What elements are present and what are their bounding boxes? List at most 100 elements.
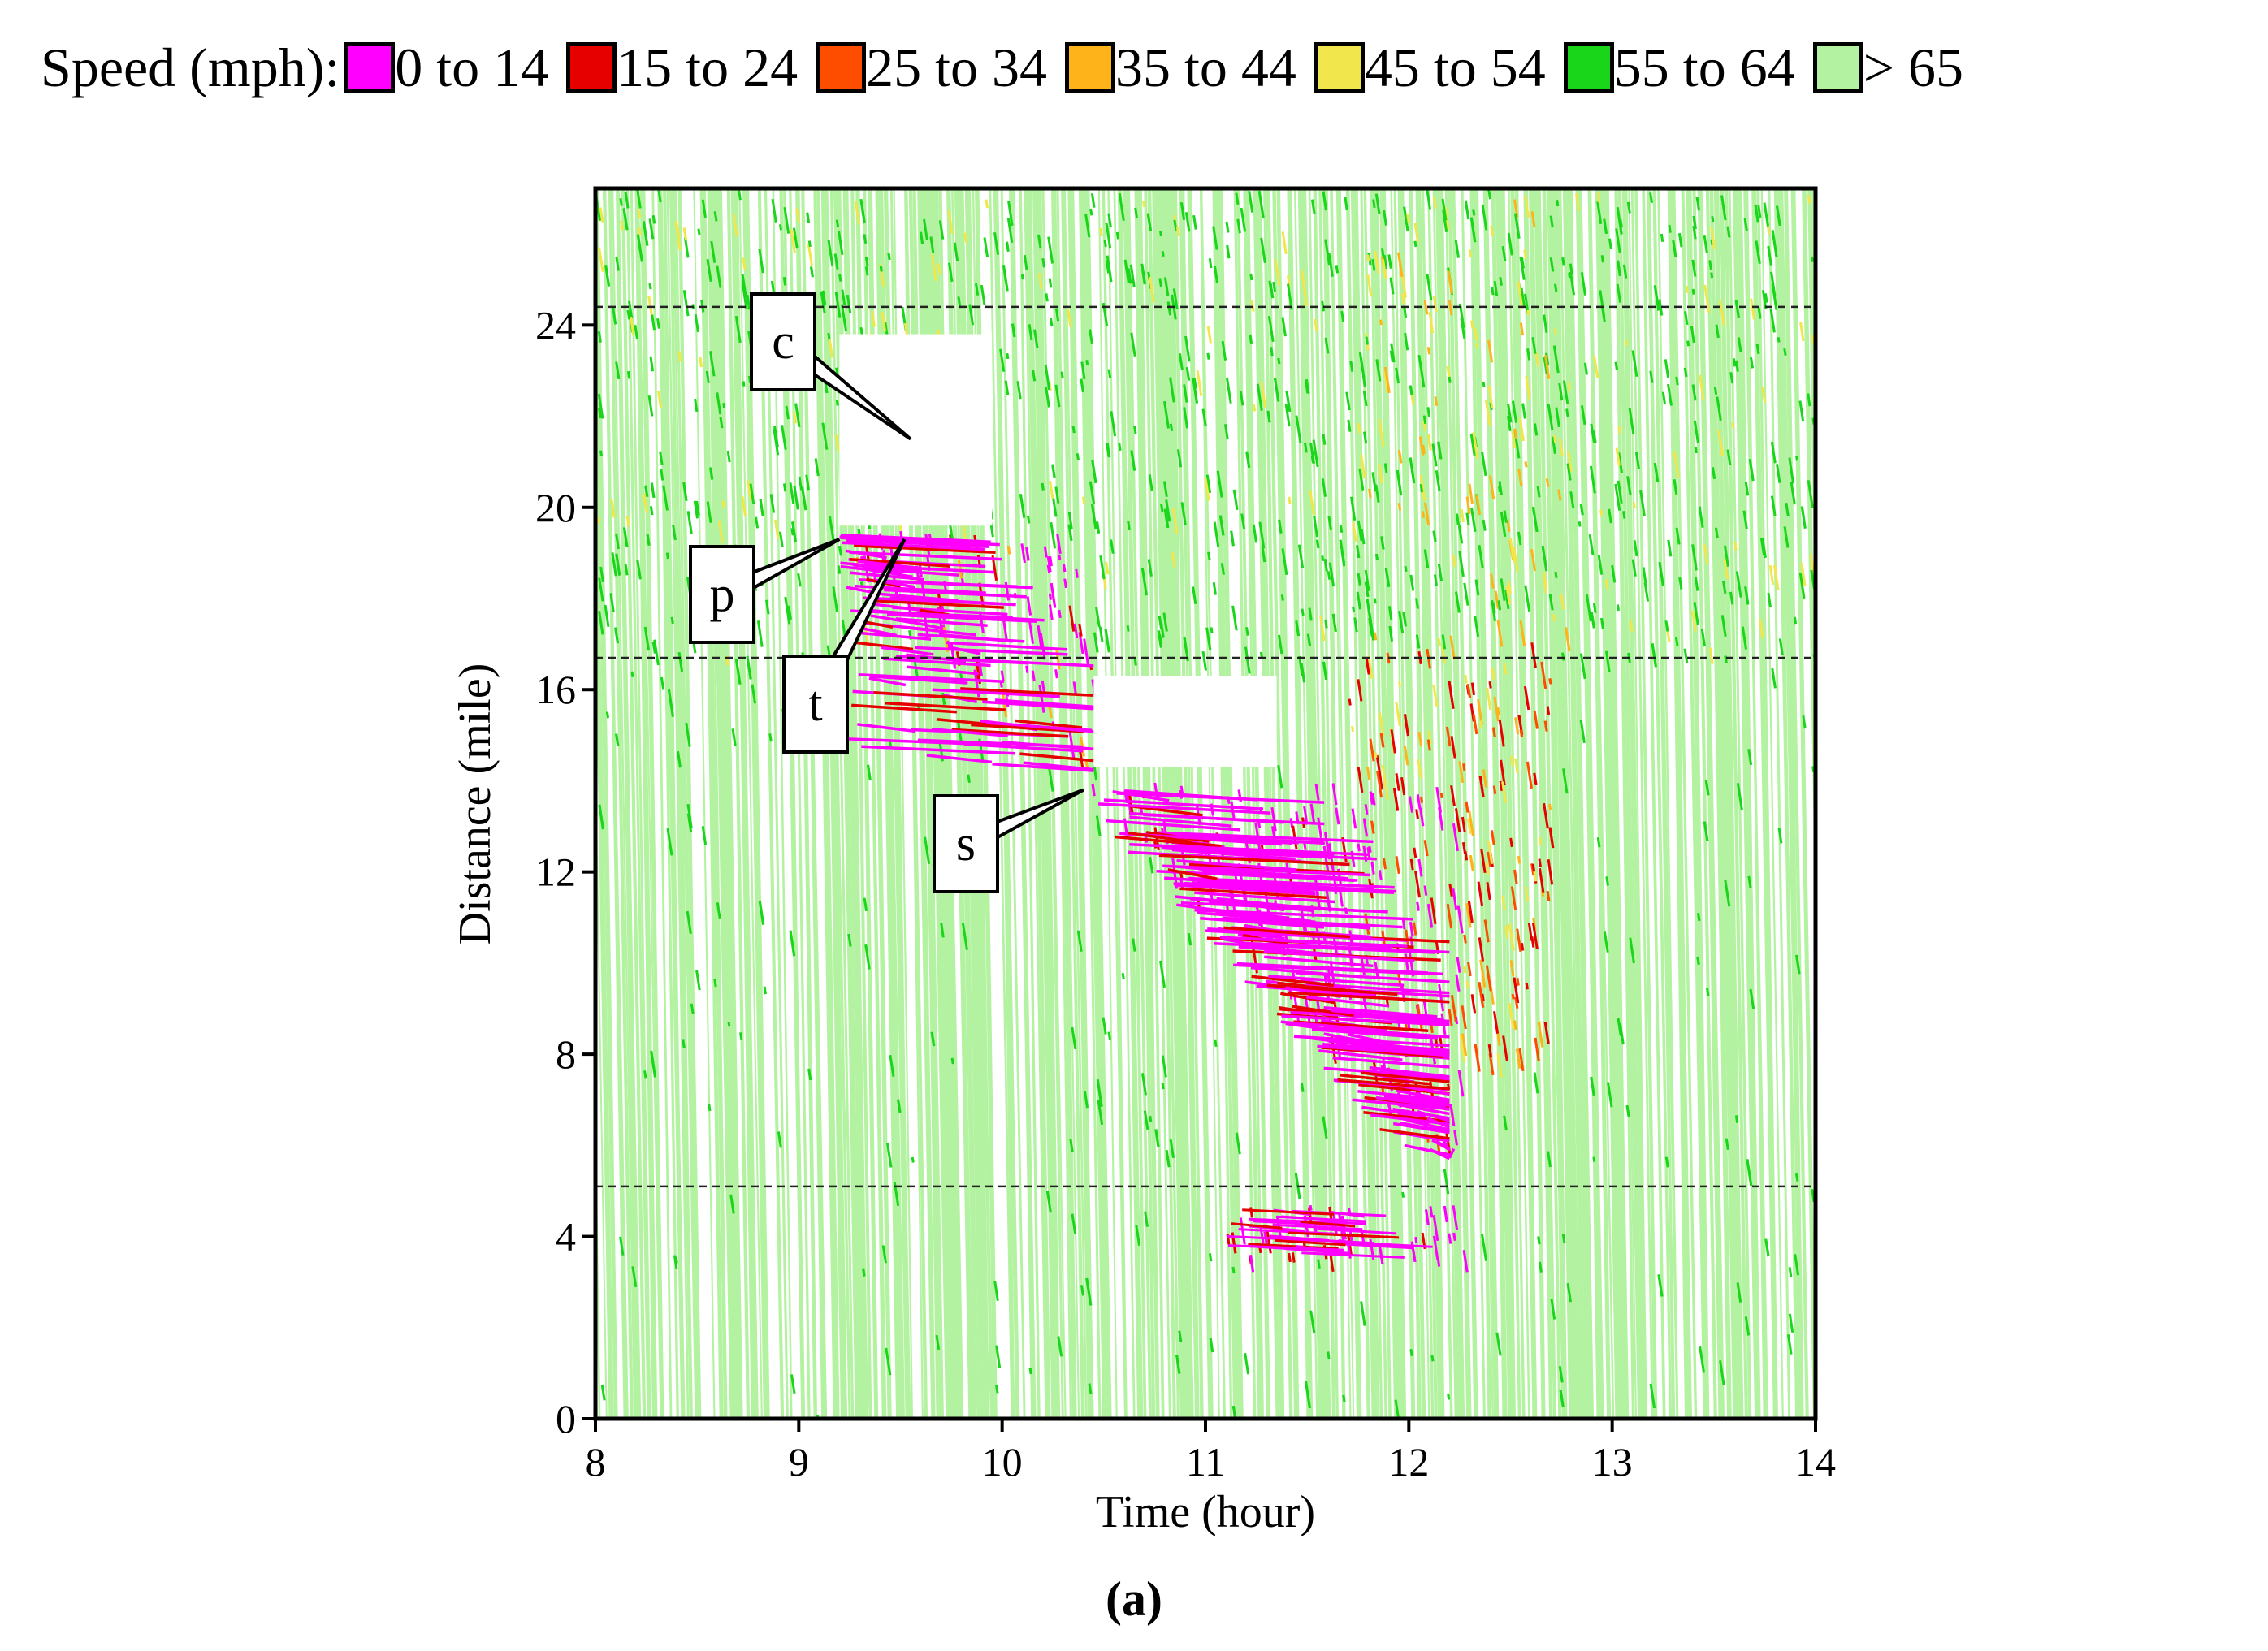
speed-sample (1555, 407, 1560, 428)
queue-streak (1158, 854, 1350, 867)
queue-streak (876, 592, 959, 603)
trajectory-line (1526, 188, 1546, 1419)
speed-sample (1518, 1048, 1525, 1072)
speed-sample (612, 307, 617, 325)
trajectory-line (1729, 188, 1751, 1419)
speed-sample (1540, 661, 1547, 689)
y-tick-label: 16 (535, 667, 576, 712)
speed-sample (598, 247, 604, 273)
speed-sample (1448, 883, 1453, 897)
speed-sample (1129, 264, 1136, 287)
speed-sample (644, 485, 649, 497)
speed-sample (1771, 230, 1778, 257)
speed-sample (1716, 396, 1722, 421)
speed-sample (651, 215, 656, 224)
speed-sample (1409, 796, 1413, 813)
speed-sample (1360, 1301, 1366, 1326)
speed-sample (741, 273, 747, 299)
speed-sample (1201, 408, 1207, 427)
speed-sample (1455, 974, 1461, 992)
speed-sample (1374, 484, 1380, 503)
speed-sample (682, 482, 688, 501)
queue-streak (885, 701, 1006, 711)
queue-streak (1129, 815, 1232, 828)
speed-sample (1434, 396, 1439, 406)
callout-box (933, 794, 999, 893)
speed-sample (677, 351, 682, 362)
speed-sample (653, 639, 660, 666)
speed-sample (1622, 264, 1628, 279)
queue-streak (1275, 1215, 1367, 1223)
trajectory-line (1266, 188, 1292, 1419)
speed-sample (1452, 1232, 1456, 1241)
speed-sample (1589, 465, 1596, 494)
trajectory-line (1790, 188, 1816, 1419)
speed-sample (1413, 240, 1418, 248)
speed-sample (1533, 772, 1538, 786)
legend-item-55-64: 55 to 64 (1563, 36, 1795, 100)
speed-sample (1105, 260, 1110, 274)
speed-sample (1743, 218, 1748, 231)
queue-streak (1258, 963, 1443, 976)
trajectory-line (1418, 188, 1443, 1419)
speed-sample (1163, 400, 1170, 429)
x-axis-label: Time (hour) (1096, 1487, 1315, 1537)
speed-sample (1249, 1207, 1253, 1218)
speed-sample (716, 902, 721, 920)
speed-sample (1466, 818, 1472, 835)
speed-sample (1525, 983, 1529, 990)
queue-streak (1188, 876, 1395, 889)
speed-sample (1076, 453, 1080, 460)
queue-streak (852, 631, 932, 641)
speed-sample (1037, 234, 1042, 249)
speed-sample (1605, 876, 1609, 886)
trajectory-line (1673, 188, 1698, 1419)
queue-streak (1306, 995, 1390, 1008)
speed-sample (1126, 793, 1132, 815)
speed-sample (1297, 544, 1305, 569)
speed-sample (1454, 808, 1461, 833)
speed-sample (600, 1384, 606, 1401)
speed-sample (1431, 443, 1438, 467)
trajectory-line (1263, 188, 1285, 1419)
queue-streak (1204, 870, 1355, 883)
speed-sample (1722, 580, 1727, 594)
speed-sample (1538, 836, 1543, 845)
speed-sample (1614, 483, 1621, 511)
speed-sample (1409, 385, 1413, 395)
speed-sample (1267, 315, 1275, 343)
speed-sample (1485, 965, 1492, 992)
speed-sample (636, 560, 642, 580)
speed-sample (778, 531, 784, 547)
speed-sample (1744, 482, 1750, 496)
queue-streak (1231, 1222, 1283, 1230)
speed-sample (1668, 224, 1672, 233)
speed-sample (1770, 441, 1777, 464)
speed-sample (1778, 638, 1784, 655)
speed-sample (1625, 1104, 1630, 1117)
trajectory-line (664, 188, 685, 1419)
queue-streak (1240, 936, 1392, 949)
speed-sample (975, 283, 980, 296)
speed-sample (1091, 504, 1097, 530)
speed-sample (1378, 1244, 1384, 1264)
speed-sample (1445, 1132, 1452, 1156)
speed-sample (1747, 749, 1753, 766)
speed-sample (1513, 977, 1520, 1004)
speed-sample (1214, 1039, 1218, 1048)
speed-sample (792, 227, 799, 249)
trajectory-line (1353, 188, 1377, 1419)
speed-sample (1488, 475, 1495, 499)
trajectory-line (1580, 188, 1604, 1419)
speed-sample (1365, 659, 1370, 675)
speed-sample (1549, 215, 1554, 228)
speed-sample (1400, 776, 1406, 796)
speed-sample (1089, 329, 1093, 344)
speed-sample (1501, 245, 1507, 261)
speed-sample (1099, 227, 1103, 236)
speed-sample (1461, 1033, 1468, 1057)
speed-sample (1478, 982, 1485, 1008)
speed-sample (1058, 609, 1062, 619)
speed-sample (1357, 520, 1363, 542)
speed-sample (1135, 1225, 1141, 1247)
